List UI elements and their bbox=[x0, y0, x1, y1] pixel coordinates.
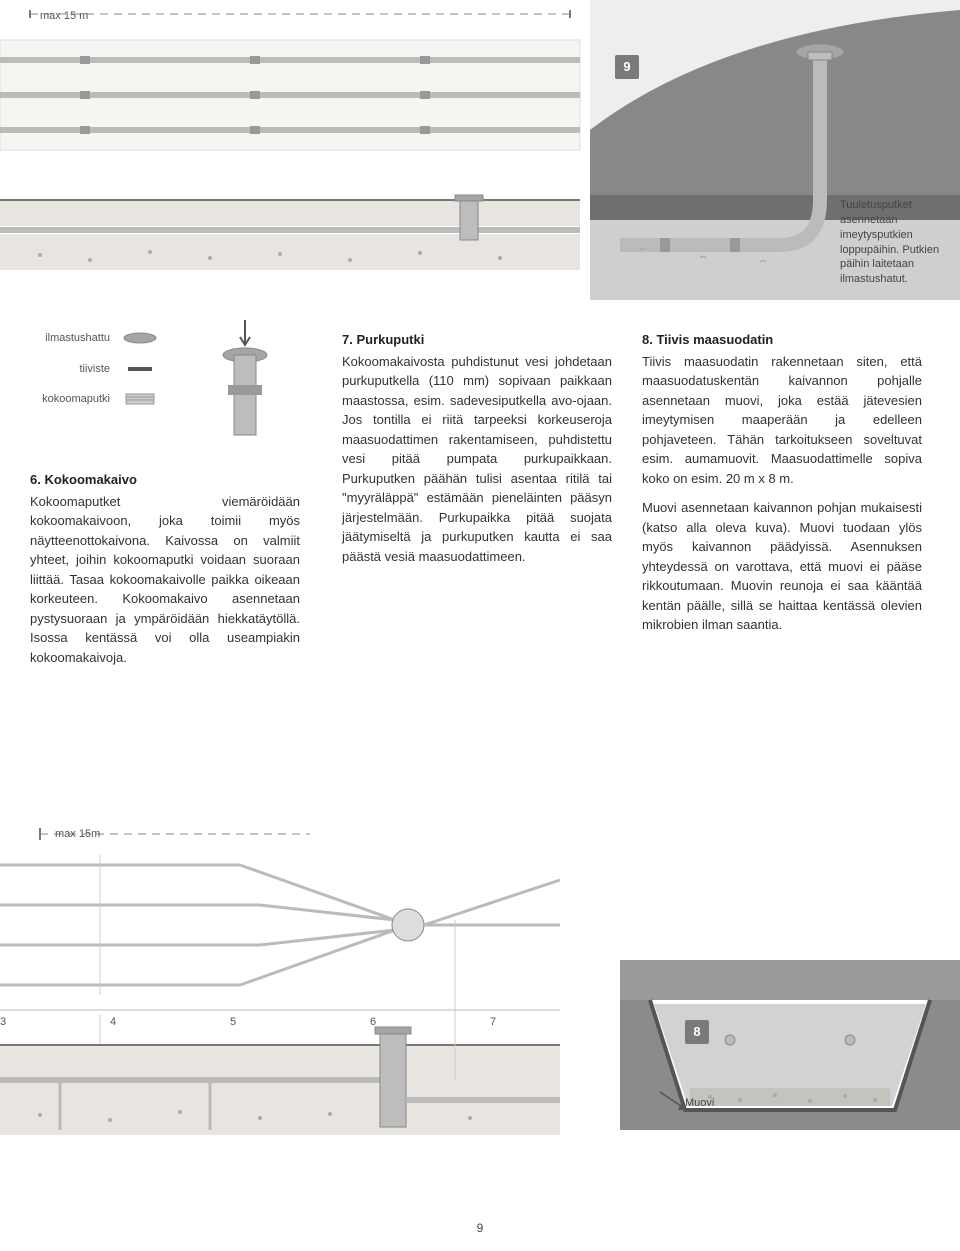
col-6: 6. Kokoomakaivo Kokoomaputket viemäröidä… bbox=[30, 470, 300, 667]
scale-4: 4 bbox=[110, 1016, 116, 1028]
heading-6: 6. Kokoomakaivo bbox=[30, 470, 300, 490]
vent-caption: Tuuletusputket asennetaan imeytysputkien… bbox=[840, 198, 950, 287]
body-7: Kokoomakaivosta puhdistunut vesi johdeta… bbox=[342, 352, 612, 567]
scale-3: 3 bbox=[0, 1016, 6, 1028]
heading-7: 7. Purkuputki bbox=[342, 330, 612, 350]
page-number: 9 bbox=[0, 1219, 960, 1237]
body-8b: Muovi asennetaan kaivannon pohjan mukais… bbox=[642, 498, 922, 635]
top-diagram bbox=[0, 0, 960, 300]
body-6: Kokoomaputket viemäröidään kokoomakaivoo… bbox=[30, 492, 300, 668]
col-7: 7. Purkuputki Kokoomakaivosta puhdistunu… bbox=[342, 330, 612, 667]
top-max15-label: max 15 m bbox=[40, 8, 88, 25]
body-8a: Tiivis maasuodatin rakennetaan siten, et… bbox=[642, 352, 922, 489]
scale-6: 6 bbox=[370, 1016, 376, 1028]
text-columns: 6. Kokoomakaivo Kokoomaputket viemäröidä… bbox=[30, 330, 930, 667]
badge-8: 8 bbox=[685, 1020, 709, 1044]
scale-7: 7 bbox=[490, 1016, 496, 1028]
muovi-label: Muovi bbox=[685, 1095, 714, 1112]
heading-8: 8. Tiivis maasuodatin bbox=[642, 330, 922, 350]
badge-9: 9 bbox=[615, 55, 639, 79]
bottom-max15-label: max 15m bbox=[55, 826, 100, 843]
scale-5: 5 bbox=[230, 1016, 236, 1028]
bottom-diagram: 3 4 5 6 7 bbox=[0, 820, 960, 1200]
col-8: 8. Tiivis maasuodatin Tiivis maasuodatin… bbox=[642, 330, 922, 667]
